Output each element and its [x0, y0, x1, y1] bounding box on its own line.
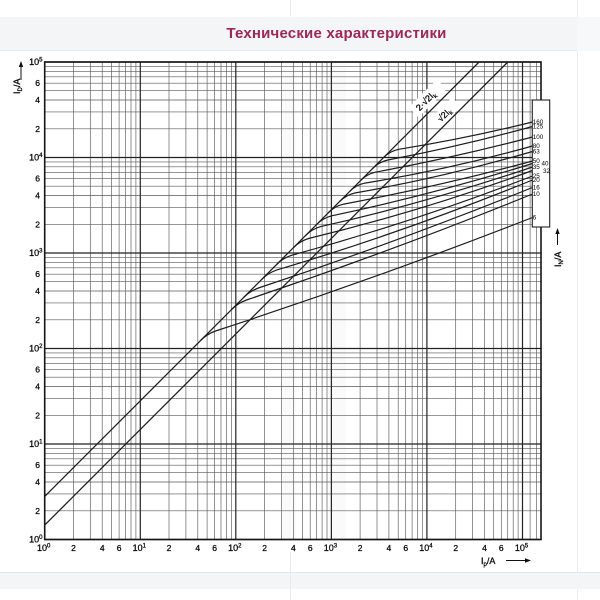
- svg-text:6: 6: [533, 215, 537, 222]
- svg-text:25: 25: [533, 173, 541, 180]
- svg-text:80: 80: [533, 143, 541, 150]
- svg-text:102: 102: [29, 344, 43, 354]
- svg-text:104: 104: [29, 153, 43, 163]
- svg-text:2: 2: [167, 543, 172, 553]
- svg-text:ID/A: ID/A: [12, 79, 24, 94]
- svg-text:125: 125: [533, 124, 544, 131]
- svg-text:4: 4: [387, 543, 392, 553]
- svg-text:40: 40: [542, 161, 550, 168]
- svg-text:2: 2: [71, 543, 76, 553]
- svg-text:4: 4: [291, 543, 296, 553]
- svg-text:2: 2: [453, 543, 458, 553]
- svg-text:2: 2: [35, 124, 40, 134]
- svg-text:4: 4: [100, 543, 105, 553]
- svg-text:4: 4: [482, 543, 487, 553]
- svg-text:4: 4: [35, 191, 40, 201]
- svg-text:6: 6: [35, 174, 40, 184]
- svg-text:6: 6: [35, 269, 40, 279]
- svg-text:35: 35: [533, 164, 541, 171]
- svg-text:2: 2: [35, 410, 40, 420]
- svg-text:4: 4: [35, 286, 40, 296]
- svg-text:105: 105: [29, 57, 43, 67]
- svg-text:105: 105: [515, 543, 529, 553]
- svg-text:100: 100: [37, 543, 51, 553]
- svg-text:6: 6: [212, 543, 217, 553]
- svg-text:32: 32: [543, 168, 551, 175]
- svg-text:104: 104: [419, 543, 433, 553]
- svg-text:50: 50: [533, 158, 541, 165]
- svg-text:4: 4: [35, 382, 40, 392]
- svg-text:4: 4: [195, 543, 200, 553]
- svg-text:6: 6: [308, 543, 313, 553]
- svg-text:IN/A: IN/A: [553, 252, 565, 267]
- svg-text:103: 103: [29, 248, 43, 258]
- svg-text:63: 63: [533, 149, 541, 156]
- svg-text:2: 2: [35, 315, 40, 325]
- svg-text:6: 6: [117, 543, 122, 553]
- svg-text:101: 101: [133, 543, 147, 553]
- svg-text:6: 6: [403, 543, 408, 553]
- svg-text:160: 160: [533, 119, 544, 126]
- svg-text:6: 6: [35, 460, 40, 470]
- svg-text:16: 16: [533, 185, 541, 192]
- svg-text:103: 103: [324, 543, 338, 553]
- svg-text:4: 4: [35, 477, 40, 487]
- svg-text:10: 10: [533, 191, 541, 198]
- svg-text:Ip/A: Ip/A: [481, 556, 495, 568]
- svg-text:101: 101: [29, 439, 43, 449]
- svg-text:100: 100: [29, 535, 43, 545]
- svg-text:4: 4: [35, 95, 40, 105]
- svg-text:102: 102: [228, 543, 242, 553]
- svg-text:2: 2: [358, 543, 363, 553]
- svg-text:6: 6: [499, 543, 504, 553]
- svg-text:6: 6: [35, 365, 40, 375]
- svg-text:2: 2: [35, 506, 40, 516]
- svg-text:6: 6: [35, 78, 40, 88]
- svg-text:20: 20: [533, 177, 541, 184]
- svg-text:2: 2: [262, 543, 267, 553]
- svg-text:2: 2: [35, 219, 40, 229]
- svg-text:100: 100: [533, 134, 544, 141]
